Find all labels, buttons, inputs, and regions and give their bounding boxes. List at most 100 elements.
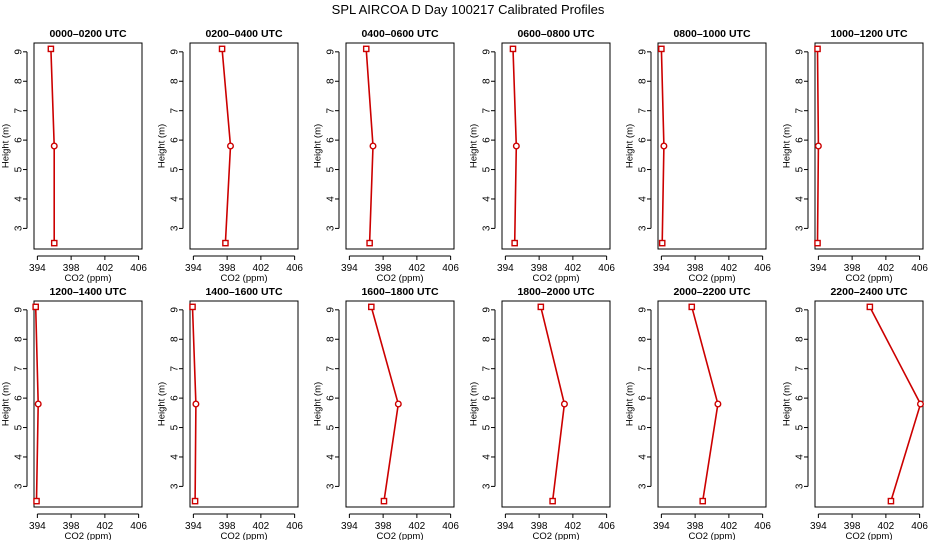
- profile-panel: 0400–0600 UTC 394 398 402 406 3 4 5 6 7 8 9 CO2 (ppm…: [313, 28, 460, 284]
- x-tick-label: 398: [63, 263, 80, 274]
- x-tick-label: 394: [341, 521, 358, 532]
- data-point: [50, 142, 58, 150]
- profile-panel: 1800–2000 UTC 394 398 402 406 3 4 5 6 7 8 9 CO2 (ppm…: [469, 286, 616, 540]
- panel-title: 1400–1600 UTC: [205, 286, 282, 298]
- x-tick-label: 394: [185, 263, 202, 274]
- y-tick-label: 6: [326, 395, 337, 401]
- x-tick-label: 394: [29, 263, 46, 274]
- y-tick-label: 4: [482, 196, 493, 202]
- y-tick-label: 5: [795, 166, 806, 172]
- y-tick-label: 8: [638, 78, 649, 84]
- x-tick-label: 406: [911, 263, 928, 274]
- y-axis-label: Height (m): [782, 124, 793, 168]
- figure-title: SPL AIRCOA D Day 100217 Calibrated Profi…: [332, 2, 605, 17]
- y-tick-label: 7: [795, 365, 806, 371]
- y-tick-label: 5: [482, 424, 493, 430]
- x-axis-label: CO2 (ppm): [221, 273, 268, 284]
- data-point: [814, 239, 821, 247]
- y-tick-label: 3: [170, 483, 181, 489]
- profile-panel: 2000–2200 UTC 394 398 402 406 3 4 5 6 7 8 9 CO2 (ppm…: [625, 286, 772, 540]
- x-axis-label: CO2 (ppm): [689, 531, 736, 540]
- data-point: [189, 303, 196, 311]
- x-tick-label: 406: [598, 263, 615, 274]
- y-tick-label: 9: [795, 49, 806, 55]
- x-tick-label: 394: [653, 263, 670, 274]
- panel-title: 2000–2200 UTC: [673, 286, 750, 298]
- x-tick-label: 394: [810, 521, 827, 532]
- y-tick-label: 8: [326, 336, 337, 342]
- data-point: [814, 45, 821, 53]
- x-tick-label: 398: [219, 263, 236, 274]
- x-tick-label: 398: [531, 263, 548, 274]
- data-point: [549, 497, 556, 505]
- y-tick-label: 3: [482, 225, 493, 231]
- panel-title: 1800–2000 UTC: [517, 286, 594, 298]
- y-tick-label: 9: [326, 307, 337, 313]
- x-tick-label: 398: [531, 521, 548, 532]
- y-tick-label: 5: [638, 424, 649, 430]
- y-tick-label: 8: [482, 336, 493, 342]
- y-tick-label: 8: [795, 78, 806, 84]
- y-tick-label: 8: [14, 78, 25, 84]
- y-tick-label: 4: [14, 454, 25, 460]
- y-tick-label: 6: [326, 137, 337, 143]
- data-point: [660, 142, 668, 150]
- profile-panel: 0800–1000 UTC 394 398 402 406 3 4 5 6 7 8 9 CO2 (ppm…: [625, 28, 772, 284]
- x-axis-label: CO2 (ppm): [65, 273, 112, 284]
- plot-frame: [501, 300, 611, 508]
- plot-frame: [33, 300, 143, 508]
- plot-frame: [657, 300, 767, 508]
- data-point: [380, 497, 388, 505]
- y-tick-label: 6: [482, 137, 493, 143]
- y-tick-label: 3: [170, 225, 181, 231]
- data-point: [560, 400, 568, 408]
- y-tick-label: 4: [170, 454, 181, 460]
- y-tick-label: 8: [795, 336, 806, 342]
- y-tick-label: 5: [638, 166, 649, 172]
- plot-frame: [345, 42, 455, 250]
- y-axis-label: Height (m): [313, 124, 324, 168]
- profile-line: [691, 306, 719, 502]
- panel-title: 1600–1800 UTC: [361, 286, 438, 298]
- x-axis-label: CO2 (ppm): [377, 273, 424, 284]
- y-tick-label: 8: [14, 336, 25, 342]
- x-tick-label: 398: [375, 263, 392, 274]
- x-tick-label: 406: [911, 521, 928, 532]
- y-tick-label: 9: [638, 49, 649, 55]
- x-axis-label: CO2 (ppm): [221, 531, 268, 540]
- y-tick-label: 7: [14, 365, 25, 371]
- y-tick-label: 3: [795, 225, 806, 231]
- y-tick-label: 4: [326, 454, 337, 460]
- x-tick-label: 394: [653, 521, 670, 532]
- y-tick-label: 6: [795, 137, 806, 143]
- x-tick-label: 406: [286, 521, 303, 532]
- x-tick-label: 398: [219, 521, 236, 532]
- y-tick-label: 3: [326, 225, 337, 231]
- x-tick-label: 406: [754, 263, 771, 274]
- x-axis-label: CO2 (ppm): [689, 273, 736, 284]
- x-tick-label: 406: [130, 521, 147, 532]
- data-point: [218, 45, 226, 53]
- x-tick-label: 406: [286, 263, 303, 274]
- y-tick-label: 4: [638, 196, 649, 202]
- y-tick-label: 7: [170, 365, 181, 371]
- data-point: [511, 239, 518, 247]
- x-tick-label: 406: [130, 263, 147, 274]
- y-tick-label: 9: [14, 307, 25, 313]
- profile-panel: 1200–1400 UTC 394 398 402 406 3 4 5 6 7 8 9 CO2 (ppm…: [1, 286, 148, 540]
- y-tick-label: 6: [795, 395, 806, 401]
- plot-frame: [189, 300, 299, 508]
- y-tick-label: 3: [326, 483, 337, 489]
- x-tick-label: 402: [253, 521, 270, 532]
- data-point: [192, 400, 200, 408]
- y-tick-label: 3: [638, 483, 649, 489]
- x-tick-label: 394: [810, 263, 827, 274]
- y-tick-label: 5: [482, 166, 493, 172]
- data-point: [814, 142, 822, 150]
- y-tick-label: 5: [14, 166, 25, 172]
- data-point: [537, 303, 545, 311]
- x-tick-label: 406: [442, 521, 459, 532]
- y-tick-label: 3: [795, 483, 806, 489]
- y-tick-label: 6: [482, 395, 493, 401]
